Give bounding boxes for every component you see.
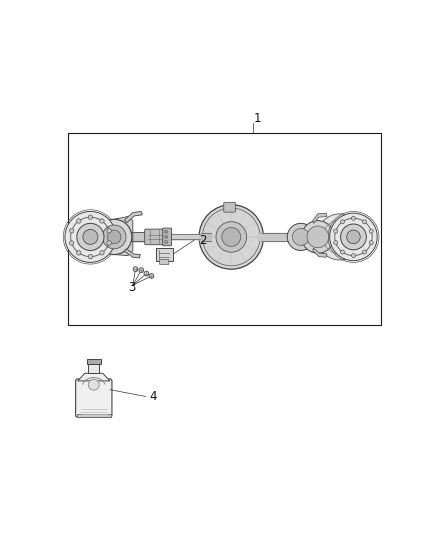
- Polygon shape: [114, 216, 133, 256]
- Polygon shape: [124, 212, 142, 223]
- Circle shape: [340, 250, 345, 254]
- Bar: [68, 133, 381, 325]
- Polygon shape: [124, 249, 140, 258]
- Text: 3: 3: [128, 281, 135, 294]
- Circle shape: [77, 251, 81, 255]
- Circle shape: [107, 230, 121, 244]
- Circle shape: [216, 222, 247, 252]
- Circle shape: [83, 229, 98, 245]
- Circle shape: [334, 241, 338, 245]
- Circle shape: [330, 213, 377, 261]
- Polygon shape: [313, 213, 327, 223]
- Circle shape: [340, 220, 345, 224]
- Circle shape: [362, 250, 367, 254]
- Circle shape: [287, 223, 314, 251]
- Polygon shape: [78, 373, 110, 381]
- FancyBboxPatch shape: [145, 229, 166, 245]
- Circle shape: [369, 229, 373, 233]
- Circle shape: [222, 228, 241, 246]
- Circle shape: [77, 219, 81, 223]
- Circle shape: [100, 251, 104, 255]
- FancyBboxPatch shape: [159, 260, 169, 264]
- Polygon shape: [313, 248, 327, 257]
- Circle shape: [77, 223, 104, 251]
- Bar: [87, 359, 101, 364]
- Bar: [77, 414, 111, 417]
- FancyBboxPatch shape: [76, 379, 112, 417]
- Circle shape: [165, 241, 167, 244]
- Circle shape: [88, 215, 92, 220]
- Circle shape: [96, 219, 132, 255]
- Circle shape: [70, 241, 74, 245]
- Circle shape: [88, 254, 92, 259]
- Circle shape: [317, 214, 363, 260]
- Circle shape: [88, 379, 99, 390]
- Circle shape: [107, 229, 111, 233]
- Circle shape: [165, 236, 167, 238]
- Circle shape: [347, 230, 360, 244]
- Circle shape: [70, 229, 74, 233]
- Circle shape: [102, 225, 126, 249]
- Circle shape: [351, 216, 356, 220]
- Circle shape: [199, 205, 264, 269]
- Circle shape: [139, 268, 144, 272]
- FancyBboxPatch shape: [224, 203, 235, 212]
- Text: 2: 2: [199, 234, 206, 247]
- Circle shape: [107, 241, 111, 245]
- Circle shape: [293, 229, 309, 245]
- Circle shape: [144, 271, 149, 276]
- Text: 1: 1: [253, 111, 261, 125]
- FancyBboxPatch shape: [162, 228, 172, 246]
- Bar: [88, 364, 99, 373]
- Circle shape: [307, 226, 328, 248]
- FancyBboxPatch shape: [156, 248, 173, 261]
- Circle shape: [301, 221, 334, 253]
- Circle shape: [165, 230, 167, 233]
- Circle shape: [362, 220, 367, 224]
- Text: 4: 4: [150, 390, 157, 403]
- Circle shape: [341, 224, 366, 250]
- Circle shape: [369, 241, 373, 245]
- Circle shape: [334, 229, 338, 233]
- Circle shape: [351, 254, 356, 257]
- Circle shape: [65, 212, 116, 262]
- Circle shape: [133, 267, 138, 271]
- Circle shape: [149, 273, 154, 278]
- Circle shape: [100, 219, 104, 223]
